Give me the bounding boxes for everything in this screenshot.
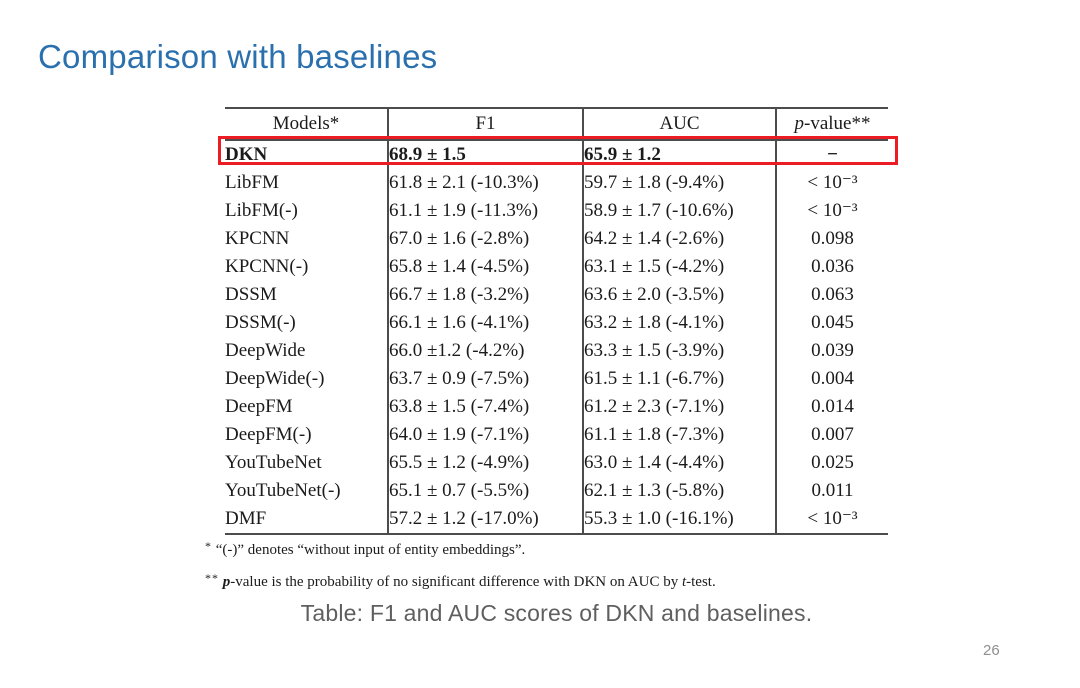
footnote-marker: **: [205, 571, 219, 585]
table-row: LibFM 61.8 ± 2.1 (-10.3%) 59.7 ± 1.8 (-9…: [225, 169, 888, 197]
f1-cell: 66.0 ±1.2 (-4.2%): [387, 337, 583, 365]
footnote-marker: *: [205, 539, 212, 553]
results-table: Models* F1 AUC p-value** DKN 68.9 ± 1.5 …: [225, 107, 888, 535]
auc-cell: 61.5 ± 1.1 (-6.7%): [582, 365, 776, 393]
p-value-cell: 0.025: [775, 449, 888, 477]
table-row: DeepWide 66.0 ±1.2 (-4.2%) 63.3 ± 1.5 (-…: [225, 337, 888, 365]
auc-cell: 55.3 ± 1.0 (-16.1%): [582, 505, 776, 534]
table-row: DeepWide(-) 63.7 ± 0.9 (-7.5%) 61.5 ± 1.…: [225, 365, 888, 393]
header-auc: AUC: [582, 108, 776, 140]
p-value-cell: < 10⁻³: [775, 505, 888, 534]
model-cell: YouTubeNet(-): [225, 480, 341, 501]
table-caption: Table: F1 and AUC scores of DKN and base…: [300, 600, 813, 626]
p-value-cell: 0.004: [775, 365, 888, 393]
table-row: KPCNN 67.0 ± 1.6 (-2.8%) 64.2 ± 1.4 (-2.…: [225, 225, 888, 253]
results-table-container: Models* F1 AUC p-value** DKN 68.9 ± 1.5 …: [218, 107, 898, 535]
f1-cell: 64.0 ± 1.9 (-7.1%): [387, 421, 583, 449]
f1-cell: 65.5 ± 1.2 (-4.9%): [387, 449, 583, 477]
f1-cell: 65.8 ± 1.4 (-4.5%): [387, 253, 583, 281]
p-value-cell: 0.039: [775, 337, 888, 365]
table-row: KPCNN(-) 65.8 ± 1.4 (-4.5%) 63.1 ± 1.5 (…: [225, 253, 888, 281]
auc-cell: 65.9 ± 1.2: [582, 140, 776, 169]
slide-title: Comparison with baselines: [38, 38, 438, 75]
f1-cell: 57.2 ± 1.2 (-17.0%): [387, 505, 583, 534]
model-cell: DMF: [225, 508, 267, 529]
header-models: Models*: [272, 113, 340, 134]
model-cell: DeepFM: [225, 396, 293, 417]
auc-cell: 63.3 ± 1.5 (-3.9%): [582, 337, 776, 365]
model-cell: KPCNN: [225, 228, 290, 249]
header-p-value: p-value**: [775, 108, 888, 140]
f1-cell: 63.8 ± 1.5 (-7.4%): [387, 393, 583, 421]
table-row: DSSM(-) 66.1 ± 1.6 (-4.1%) 63.2 ± 1.8 (-…: [225, 309, 888, 337]
auc-cell: 64.2 ± 1.4 (-2.6%): [582, 225, 776, 253]
p-value-cell: < 10⁻³: [775, 197, 888, 225]
p-value-cell: < 10⁻³: [775, 169, 888, 197]
f1-cell: 68.9 ± 1.5: [387, 140, 583, 169]
p-value-cell: 0.098: [775, 225, 888, 253]
table-header-row: Models* F1 AUC p-value**: [225, 108, 888, 140]
model-cell: LibFM: [225, 172, 279, 193]
f1-cell: 61.1 ± 1.9 (-11.3%): [387, 197, 583, 225]
p-value-cell: 0.063: [775, 281, 888, 309]
auc-cell: 61.2 ± 2.3 (-7.1%): [582, 393, 776, 421]
model-cell: LibFM(-): [225, 200, 298, 221]
f1-cell: 67.0 ± 1.6 (-2.8%): [387, 225, 583, 253]
footnote-p-value: ** p-value is the probability of no sign…: [205, 571, 716, 590]
header-f1: F1: [387, 108, 583, 140]
p-value-cell: 0.036: [775, 253, 888, 281]
f1-cell: 63.7 ± 0.9 (-7.5%): [387, 365, 583, 393]
f1-cell: 66.1 ± 1.6 (-4.1%): [387, 309, 583, 337]
f1-cell: 61.8 ± 2.1 (-10.3%): [387, 169, 583, 197]
table-row: DeepFM(-) 64.0 ± 1.9 (-7.1%) 61.1 ± 1.8 …: [225, 421, 888, 449]
table-row: DMF 57.2 ± 1.2 (-17.0%) 55.3 ± 1.0 (-16.…: [225, 505, 888, 534]
model-cell: YouTubeNet: [225, 452, 322, 473]
table-row: YouTubeNet(-) 65.1 ± 0.7 (-5.5%) 62.1 ± …: [225, 477, 888, 505]
model-cell: DeepWide(-): [225, 368, 325, 389]
auc-cell: 63.0 ± 1.4 (-4.4%): [582, 449, 776, 477]
model-cell: DeepWide: [225, 340, 306, 361]
auc-cell: 59.7 ± 1.8 (-9.4%): [582, 169, 776, 197]
model-cell: DSSM: [225, 284, 277, 305]
p-value-cell: 0.011: [775, 477, 888, 505]
header-p-rest: -value**: [804, 113, 871, 134]
auc-cell: 58.9 ± 1.7 (-10.6%): [582, 197, 776, 225]
auc-cell: 61.1 ± 1.8 (-7.3%): [582, 421, 776, 449]
p-value-cell: 0.014: [775, 393, 888, 421]
p-value-cell: −: [775, 140, 888, 169]
model-cell: DeepFM(-): [225, 424, 312, 445]
auc-cell: 63.1 ± 1.5 (-4.2%): [582, 253, 776, 281]
auc-cell: 62.1 ± 1.3 (-5.8%): [582, 477, 776, 505]
f1-cell: 65.1 ± 0.7 (-5.5%): [387, 477, 583, 505]
p-value-cell: 0.007: [775, 421, 888, 449]
model-cell: KPCNN(-): [225, 256, 309, 277]
footnote-entity-embeddings: * “(-)” denotes “without input of entity…: [205, 539, 526, 558]
header-p-italic: p: [794, 113, 805, 134]
table-row: YouTubeNet 65.5 ± 1.2 (-4.9%) 63.0 ± 1.4…: [225, 449, 888, 477]
p-value-cell: 0.045: [775, 309, 888, 337]
f1-cell: 66.7 ± 1.8 (-3.2%): [387, 281, 583, 309]
table-footnotes: * “(-)” denotes “without input of entity…: [205, 537, 905, 601]
page-number: 26: [983, 642, 1000, 659]
model-cell: DSSM(-): [225, 312, 296, 333]
table-row: LibFM(-) 61.1 ± 1.9 (-11.3%) 58.9 ± 1.7 …: [225, 197, 888, 225]
table-row-dkn: DKN 68.9 ± 1.5 65.9 ± 1.2 −: [225, 140, 888, 169]
model-cell: DKN: [225, 144, 268, 165]
auc-cell: 63.2 ± 1.8 (-4.1%): [582, 309, 776, 337]
auc-cell: 63.6 ± 2.0 (-3.5%): [582, 281, 776, 309]
table-row: DeepFM 63.8 ± 1.5 (-7.4%) 61.2 ± 2.3 (-7…: [225, 393, 888, 421]
table-row: DSSM 66.7 ± 1.8 (-3.2%) 63.6 ± 2.0 (-3.5…: [225, 281, 888, 309]
